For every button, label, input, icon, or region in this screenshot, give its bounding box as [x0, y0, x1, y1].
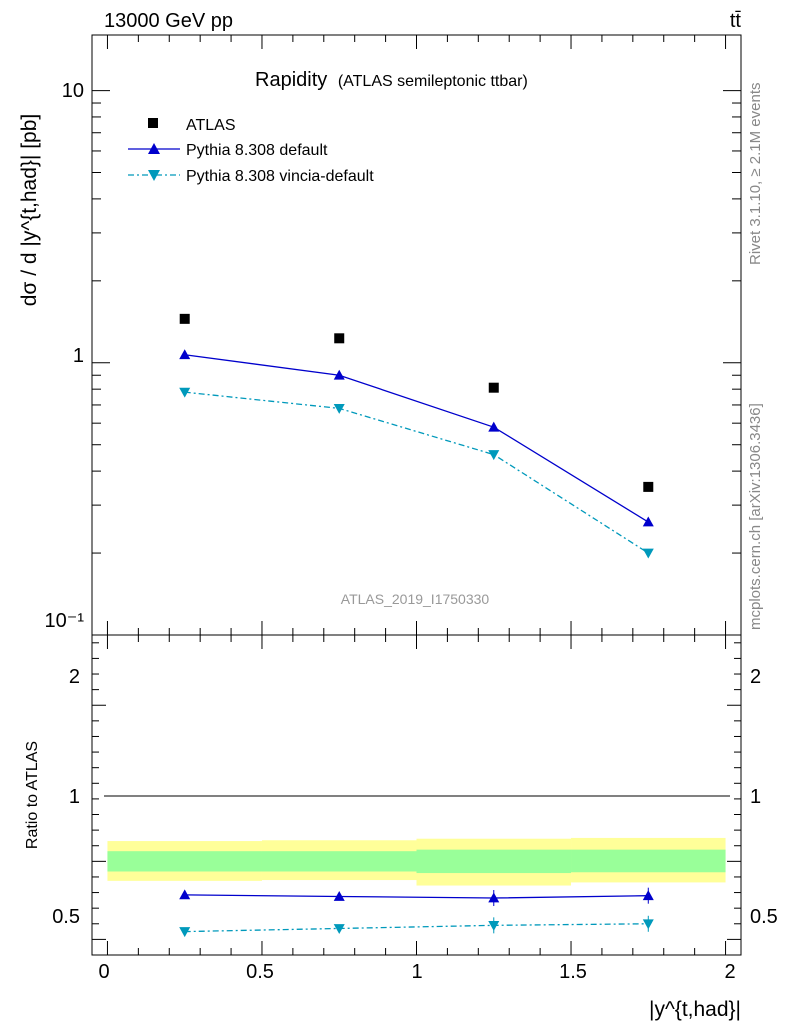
x-tick-label-1.5: 1.5	[559, 961, 587, 983]
atlas-point	[488, 382, 499, 393]
legend: ATLAS Pythia 8.308 default Pythia 8.308 …	[128, 117, 374, 185]
main-tick-label-1: 1	[73, 345, 84, 367]
x-tick-label-0.5: 0.5	[246, 961, 274, 983]
ratio-tick-label-0.5-right: 0.5	[750, 906, 778, 928]
vincia-point	[179, 387, 191, 398]
legend-marker-vincia	[148, 170, 160, 181]
atlas-point	[334, 333, 345, 344]
legend-marker-atlas	[148, 118, 158, 128]
main-x-ticks	[106, 35, 727, 635]
default-ratio-point	[642, 890, 654, 901]
header-process-label: tt̄	[730, 10, 742, 32]
vincia-point	[488, 450, 500, 461]
default-ratio-point	[333, 890, 345, 901]
default-line	[184, 354, 649, 523]
rivet-label: Rivet 3.1.10, ≥ 2.1M events	[747, 83, 764, 266]
main-tick-label-10: 10	[62, 80, 84, 102]
chart-title-main: Rapidity	[255, 69, 327, 91]
legend-label-atlas: ATLAS	[186, 117, 236, 134]
ratio-stat-band	[416, 849, 572, 874]
chart-title: Rapidity (ATLAS semileptonic ttbar)	[255, 69, 528, 91]
main-tick-label-0.1: 10⁻¹	[45, 610, 85, 632]
ratio-stat-band	[261, 851, 417, 872]
vincia-line	[184, 391, 649, 554]
mcplots-label: mcplots.cern.ch [arXiv:1306.3436]	[747, 403, 764, 630]
x-axis-label: |y^{t,had}|	[649, 998, 741, 1021]
default-point	[179, 349, 191, 360]
ratio-tick-label-2-right: 2	[750, 666, 761, 688]
vincia-point	[642, 548, 654, 559]
vincia-ratio-point	[179, 927, 191, 938]
legend-label-vincia: Pythia 8.308 vincia-default	[186, 168, 374, 185]
vincia-ratio-point	[488, 920, 500, 931]
ratio-y-ticks	[92, 642, 741, 956]
legend-marker-default	[148, 143, 160, 154]
ratio-stat-band	[571, 849, 726, 873]
header-energy-label: 13000 GeV pp	[104, 10, 233, 32]
ratio-bands	[107, 837, 726, 886]
default-ratio-point	[179, 889, 191, 900]
atlas-point	[643, 481, 654, 492]
default-ratio-line	[184, 894, 649, 899]
x-tick-label-0: 0	[98, 961, 109, 983]
default-point	[642, 516, 654, 527]
default-point	[333, 369, 345, 380]
analysis-watermark: ATLAS_2019_I1750330	[341, 591, 490, 607]
ratio-tick-label-2-left: 2	[69, 666, 80, 688]
main-series	[179, 313, 654, 559]
default-ratio-point	[488, 892, 500, 903]
default-point	[488, 421, 500, 432]
main-panel: 10⁻¹ 1 10 dσ / d |y^{t,had}| [pb] Rapidi…	[18, 34, 742, 636]
ratio-y-axis-label: Ratio to ATLAS	[24, 741, 41, 849]
legend-label-default: Pythia 8.308 default	[186, 142, 328, 159]
vincia-ratio-point	[642, 919, 654, 930]
chart-title-sub: (ATLAS semileptonic ttbar)	[338, 73, 528, 90]
ratio-tick-label-0.5-left: 0.5	[52, 906, 80, 928]
x-tick-label-2: 2	[724, 961, 735, 983]
ratio-tick-label-1-left: 1	[69, 786, 80, 808]
x-tick-label-1: 1	[411, 961, 422, 983]
vincia-point	[333, 403, 345, 414]
ratio-panel: 2 1 0.5 2 1 0.5 Ratio to ATLAS 0 0.5 1 1…	[24, 634, 778, 1021]
ratio-tick-label-1-right: 1	[750, 786, 761, 808]
main-y-axis-label: dσ / d |y^{t,had}| [pb]	[18, 114, 41, 307]
ratio-stat-band	[107, 851, 262, 872]
ratio-x-ticks	[106, 635, 727, 955]
vincia-ratio-point	[333, 924, 345, 934]
atlas-point	[179, 313, 190, 324]
ratio-series	[179, 887, 654, 938]
